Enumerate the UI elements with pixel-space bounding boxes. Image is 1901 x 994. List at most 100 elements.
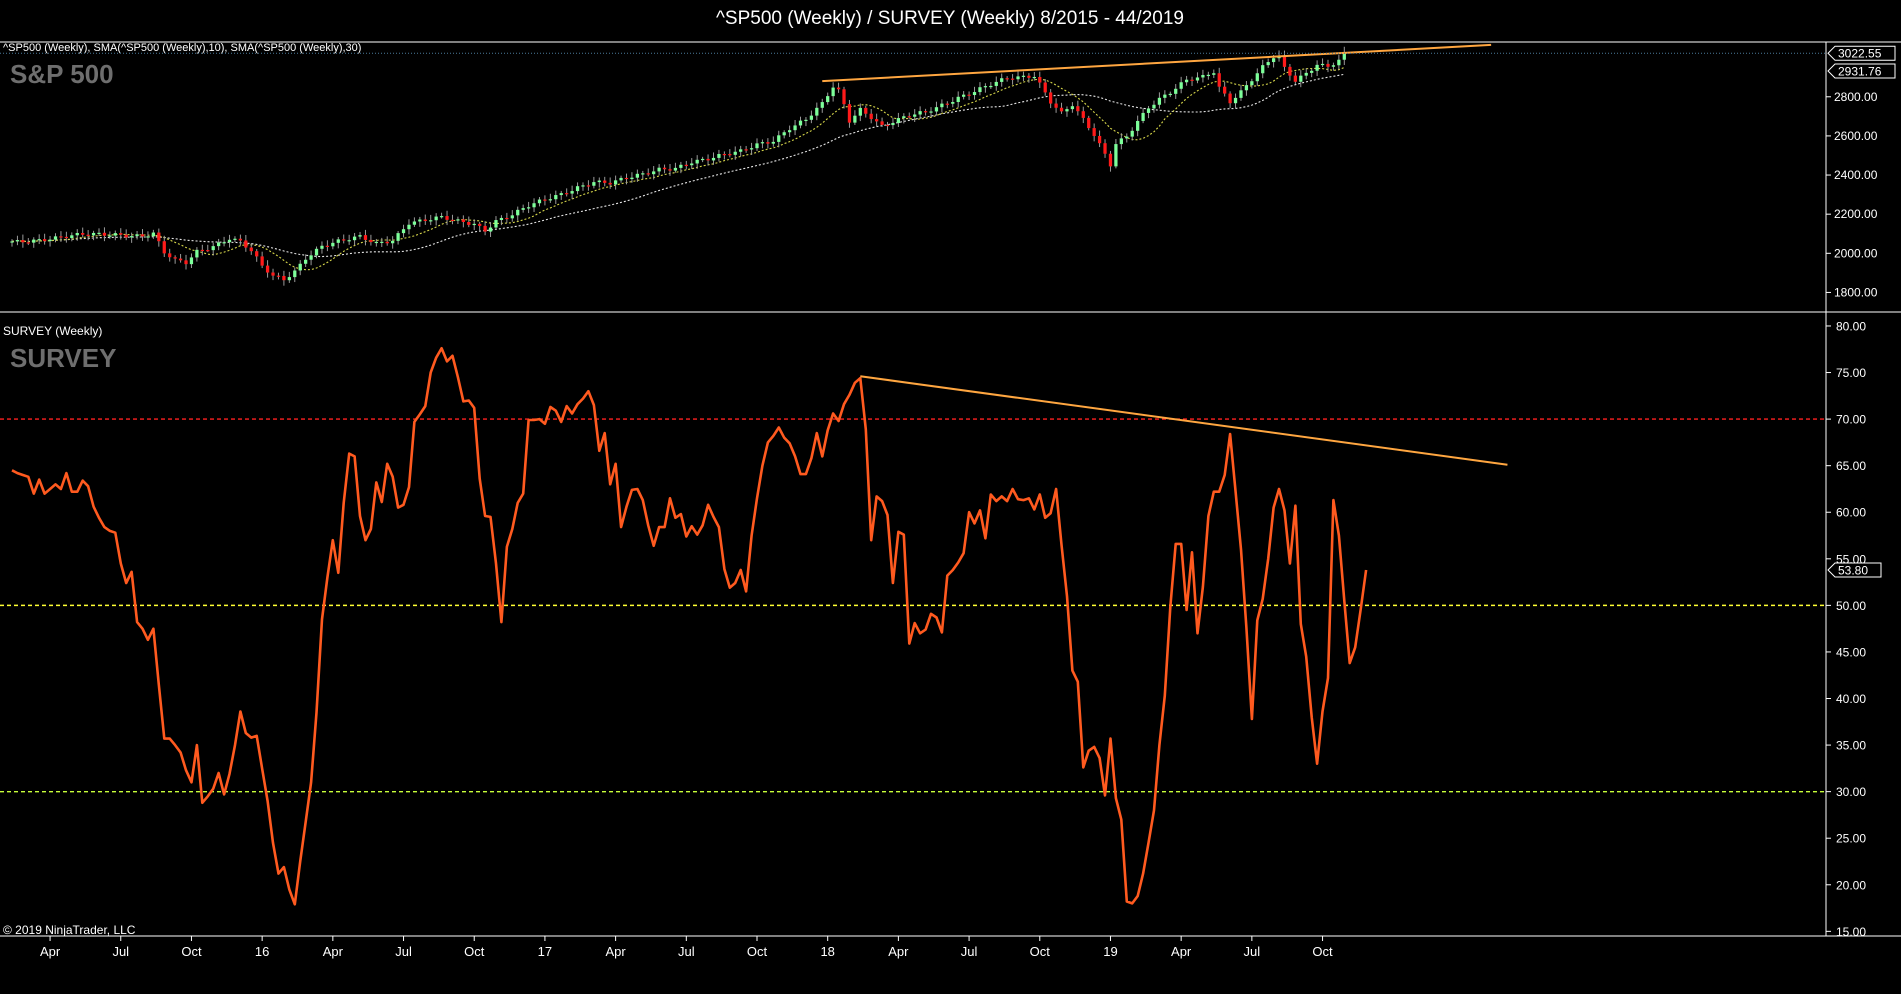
candle-body: [989, 85, 993, 88]
candle-body: [586, 185, 591, 187]
candle-body: [140, 234, 145, 237]
candle-body: [445, 216, 449, 220]
candle-body: [15, 240, 20, 242]
time-tick-label: Oct: [464, 944, 485, 959]
candle-body: [331, 242, 335, 247]
survey-y-tick-label: 50.00: [1836, 599, 1866, 613]
sp500-candle: [1027, 73, 1031, 83]
candle-body: [1223, 86, 1227, 94]
sp500-candle: [478, 221, 482, 231]
candle-body: [1032, 76, 1036, 79]
sp500-candle: [662, 164, 667, 174]
sp500-candle: [934, 101, 939, 114]
candle-body: [603, 180, 607, 183]
survey-last-value-label: 53.80: [1838, 563, 1868, 577]
candle-body: [1179, 82, 1183, 89]
sp500-candle: [505, 212, 509, 223]
candle-body: [652, 171, 656, 175]
sp500-candle: [135, 230, 139, 240]
candle-body: [543, 199, 547, 201]
candle-body: [700, 158, 705, 161]
sp500-candle: [293, 267, 297, 283]
candle-body: [1261, 65, 1265, 74]
sp500-candle: [494, 216, 498, 231]
sp500-candle: [831, 82, 835, 102]
sp500-candle: [374, 238, 378, 247]
candle-body: [494, 220, 498, 228]
sp500-candle: [787, 125, 792, 137]
candle-body: [91, 232, 96, 236]
candle-body: [760, 142, 765, 144]
candle-body: [1293, 75, 1297, 82]
candle-body: [657, 167, 661, 172]
survey-trendline: [860, 375, 1508, 466]
candle-body: [1021, 75, 1026, 77]
sp500-candle: [1310, 68, 1314, 78]
candle-body: [766, 142, 770, 144]
time-tick-label: Oct: [1030, 944, 1051, 959]
candle-body: [777, 135, 781, 142]
sp500-y-tick-label: 1800.00: [1834, 285, 1878, 299]
candle-body: [325, 245, 330, 247]
candle-body: [1233, 97, 1238, 104]
candle-body: [548, 199, 552, 201]
sma30-line: [11, 73, 1345, 258]
sp500-candle: [195, 247, 199, 262]
sp500-candle: [461, 215, 465, 228]
sp500-candle: [211, 242, 215, 256]
sp500-candle: [804, 117, 808, 127]
sp500-candle: [885, 121, 890, 131]
sp500-watermark: S&P 500: [10, 59, 114, 89]
sp500-candle: [793, 119, 797, 136]
sp500-candle: [967, 91, 971, 101]
sp500-candle: [298, 260, 302, 276]
candle-body: [728, 154, 732, 156]
candle-body: [217, 242, 221, 247]
candle-body: [1206, 74, 1210, 77]
sp500-candle: [722, 151, 727, 160]
candle-body: [684, 164, 688, 167]
candle-body: [695, 159, 699, 164]
sp500-candle: [59, 231, 63, 242]
time-tick-label: 16: [255, 944, 269, 959]
sp500-candle: [206, 244, 210, 253]
candle-body: [200, 249, 204, 252]
candle-body: [679, 164, 683, 168]
candle-body: [42, 239, 47, 242]
candle-body: [304, 259, 308, 264]
candle-body: [233, 238, 237, 240]
sp500-candle: [537, 197, 542, 207]
sp500-candle: [423, 214, 427, 225]
candle-body: [613, 180, 618, 185]
sp500-candle: [1244, 80, 1249, 96]
candle-body: [1174, 88, 1178, 94]
candle-body: [972, 92, 977, 96]
candle-body: [516, 209, 520, 216]
sp500-candle: [178, 253, 183, 263]
candle-body: [1212, 73, 1216, 75]
sp500-candle: [418, 216, 422, 227]
sp500-candle: [369, 234, 373, 246]
candle-body: [1228, 93, 1232, 104]
sp500-candle: [951, 97, 955, 108]
sp500-candle: [162, 235, 166, 258]
candle-body: [238, 238, 243, 241]
sp500-candle: [646, 168, 650, 177]
sp500-candle: [706, 154, 710, 166]
sp500-candle: [1141, 108, 1145, 124]
sp500-candle: [42, 233, 47, 245]
survey-y-tick-label: 65.00: [1836, 459, 1866, 473]
candle-body: [624, 177, 629, 180]
candle-body: [184, 260, 188, 265]
sp500-candle: [287, 271, 291, 283]
sp500-candle: [1255, 68, 1259, 86]
sp500-candle: [439, 212, 444, 219]
candle-body: [135, 234, 139, 237]
candle-body: [391, 240, 395, 244]
sp500-candle: [869, 108, 873, 124]
sp500-candle: [1054, 98, 1058, 113]
candle-body: [249, 247, 253, 252]
sp500-candle: [168, 248, 172, 262]
sp500-candle: [1076, 100, 1080, 116]
sp500-candle: [1152, 100, 1156, 113]
